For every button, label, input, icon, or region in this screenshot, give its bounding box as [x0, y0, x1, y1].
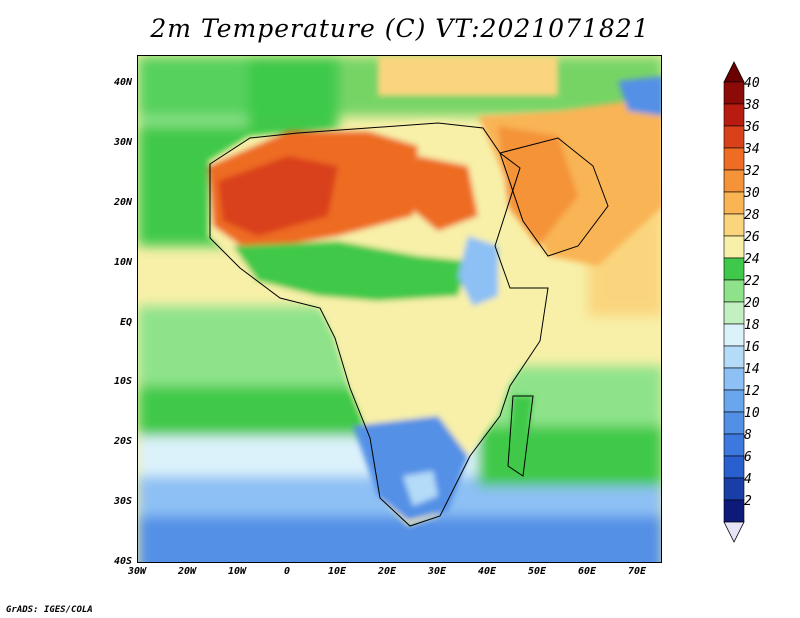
- colorbar-bin: [723, 169, 745, 193]
- lon-tick-label: 0: [283, 566, 291, 577]
- colorbar-under-arrow: [723, 521, 745, 543]
- lon-tick-label: 70E: [627, 566, 647, 577]
- colorbar-tick-label: 18: [744, 318, 760, 333]
- colorbar-tick-label: 12: [744, 384, 760, 399]
- colorbar-tick-label: 4: [744, 472, 752, 487]
- lat-tick-label: 40S: [113, 556, 132, 567]
- eastern-sahara-hot: [408, 156, 478, 231]
- colorbar-bin: [723, 345, 745, 369]
- atlantic-south-band: [138, 306, 358, 396]
- lat-tick-label: 20S: [113, 436, 132, 448]
- colorbar-bin: [723, 499, 745, 523]
- madagascar-coastline: [507, 395, 534, 477]
- lat-tick-label: 30N: [113, 136, 132, 148]
- colorbar-tick-label: 38: [744, 98, 760, 113]
- colorbar-tick-label: 2: [744, 494, 752, 509]
- colorbar-tick-label: 34: [744, 142, 760, 157]
- lat-tick-label: 30S: [113, 496, 132, 508]
- lon-tick-label: 10E: [327, 566, 347, 577]
- arabia-coastline: [499, 137, 609, 257]
- colorbar-tick-label: 6: [744, 450, 752, 465]
- colorbar-bin: [723, 103, 745, 127]
- colorbar-tick-label: 40: [744, 76, 760, 91]
- lon-tick-label: 60E: [577, 566, 597, 577]
- lon-tick-label: 20E: [377, 566, 397, 577]
- sahel-green: [233, 241, 468, 301]
- colorbar-bin: [723, 213, 745, 237]
- colorbar-tick-label: 22: [744, 274, 760, 289]
- colorbar-bin: [723, 125, 745, 149]
- colorbar-bin: [723, 323, 745, 347]
- grads-credit: GrADS: IGES/COLA: [6, 605, 93, 615]
- colorbar: [723, 61, 745, 543]
- africa-coastline: [209, 122, 549, 527]
- congo-basin: [353, 311, 458, 386]
- coastlines: [209, 122, 609, 527]
- colorbar-bin: [723, 433, 745, 457]
- map-field: [138, 56, 661, 562]
- colorbar-bin: [723, 81, 745, 105]
- lon-tick-label: 50E: [527, 566, 547, 577]
- chart-title: 2m Temperature (C) VT:2021071821: [150, 14, 650, 43]
- colorbar-tick-label: 24: [744, 252, 760, 267]
- colorbar-tick-label: 30: [744, 186, 760, 201]
- colorbar-tick-label: 26: [744, 230, 760, 245]
- lon-tick-label: 10W: [227, 566, 247, 577]
- lat-tick-label: 10N: [113, 256, 132, 268]
- southern-deep-band: [138, 516, 661, 562]
- madagascar: [508, 396, 533, 476]
- lon-tick-label: 30W: [127, 566, 147, 577]
- colorbar-tick-label: 10: [744, 406, 760, 421]
- lon-tick-label: 40E: [477, 566, 497, 577]
- colorbar-tick-label: 20: [744, 296, 760, 311]
- colorbar-bin: [723, 191, 745, 215]
- southern-europe: [378, 56, 558, 96]
- arabia-hot: [498, 126, 578, 246]
- highveld-cold: [403, 471, 438, 506]
- colorbar-bin: [723, 235, 745, 259]
- southern-africa-cool: [353, 416, 468, 521]
- caucasus-cold: [618, 76, 661, 116]
- colorbar-bin: [723, 411, 745, 435]
- lat-tick-label: EQ: [119, 316, 132, 328]
- colorbar-bin: [723, 279, 745, 303]
- sahara-hottest: [218, 156, 338, 236]
- colorbar-bin: [723, 389, 745, 413]
- colorbar-bin: [723, 147, 745, 171]
- colorbar-over-arrow: [723, 61, 745, 83]
- lat-tick-label: 40N: [113, 77, 132, 88]
- lat-tick-label: 20N: [113, 196, 132, 208]
- colorbar-bin: [723, 477, 745, 501]
- ethiopian-highlands: [458, 236, 498, 306]
- colorbar-tick-label: 32: [744, 164, 760, 179]
- colorbar-bin: [723, 257, 745, 281]
- lat-tick-label: 10S: [113, 376, 132, 388]
- colorbar-tick-label: 16: [744, 340, 760, 355]
- temperature-map: [137, 55, 662, 563]
- indian-ocean-band: [478, 426, 661, 486]
- lon-tick-label: 20W: [177, 566, 197, 577]
- colorbar-tick-label: 28: [744, 208, 760, 223]
- colorbar-bin: [723, 301, 745, 325]
- colorbar-bin: [723, 455, 745, 479]
- colorbar-tick-label: 8: [744, 428, 752, 443]
- colorbar-tick-label: 14: [744, 362, 760, 377]
- colorbar-tick-label: 36: [744, 120, 760, 135]
- lon-tick-label: 30E: [427, 566, 447, 577]
- colorbar-bin: [723, 367, 745, 391]
